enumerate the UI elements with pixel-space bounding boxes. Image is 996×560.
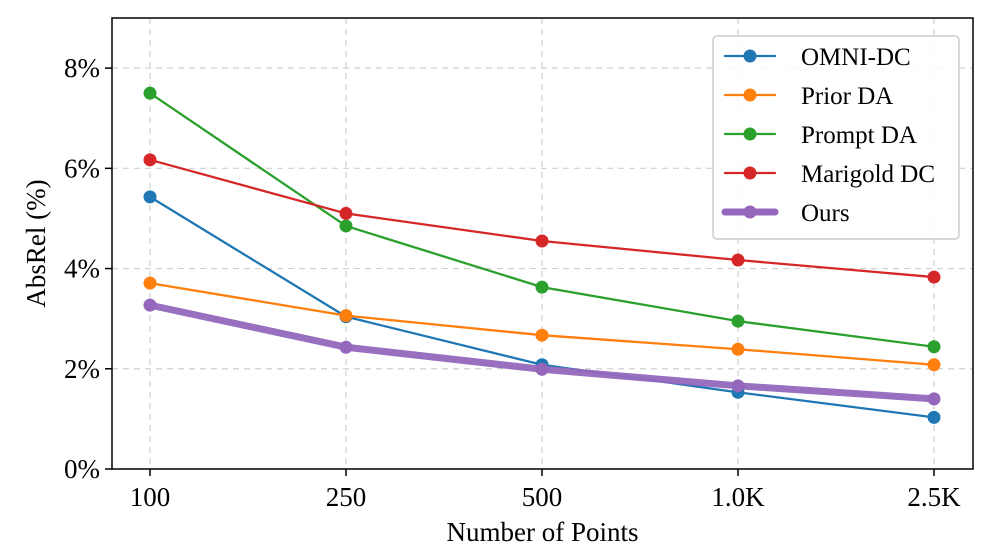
x-tick-label: 2.5K xyxy=(907,482,961,512)
data-point xyxy=(143,86,157,100)
x-tick-label: 500 xyxy=(522,482,563,512)
data-point xyxy=(339,219,353,233)
legend-box xyxy=(712,35,960,240)
series-layer xyxy=(143,86,941,424)
series-marigold-dc xyxy=(143,153,941,284)
y-tick-label: 2% xyxy=(64,354,100,384)
data-point xyxy=(927,358,941,372)
legend-item: Marigold DC xyxy=(723,161,935,188)
data-point xyxy=(339,340,353,354)
x-axis-label: Number of Points xyxy=(447,517,639,547)
legend-label: Ours xyxy=(801,200,850,227)
data-point xyxy=(143,153,157,167)
y-tick-label: 4% xyxy=(64,254,100,284)
y-axis-label: AbsRel (%) xyxy=(21,179,51,307)
x-tick-label: 250 xyxy=(326,482,367,512)
legend-swatch-marker xyxy=(743,49,757,63)
legend-label: Marigold DC xyxy=(801,161,935,188)
data-point xyxy=(927,270,941,284)
legend-item: Prompt DA xyxy=(723,122,917,149)
legend-item: Prior DA xyxy=(723,83,893,110)
data-point xyxy=(927,392,941,406)
series-ours xyxy=(143,298,941,406)
data-point xyxy=(731,342,745,356)
data-point xyxy=(535,328,549,342)
axes-layer: 100 250 500 1.0K 2.5K 0% 2% 4% 6% 8% xyxy=(64,53,961,512)
data-point xyxy=(535,280,549,294)
legend: OMNI-DC Prior DA Prompt DA Marigold DC Ours xyxy=(712,35,960,240)
series-prior-da xyxy=(143,276,941,372)
data-point xyxy=(143,190,157,204)
data-point xyxy=(731,253,745,267)
data-point xyxy=(339,309,353,323)
legend-swatch-marker xyxy=(743,88,757,102)
data-point xyxy=(535,362,549,376)
legend-item: OMNI-DC xyxy=(723,44,911,71)
data-point xyxy=(143,276,157,290)
y-tick-label: 0% xyxy=(64,454,100,484)
data-point xyxy=(143,298,157,312)
data-point xyxy=(339,206,353,220)
data-point xyxy=(927,340,941,354)
legend-item: Ours xyxy=(721,200,850,227)
x-tick-label: 100 xyxy=(130,482,171,512)
legend-label: Prompt DA xyxy=(801,122,917,149)
data-point xyxy=(731,379,745,393)
y-tick-label: 8% xyxy=(64,53,100,83)
y-tick-label: 6% xyxy=(64,153,100,183)
data-point xyxy=(927,410,941,424)
series-prompt-da xyxy=(143,86,941,354)
legend-swatch-marker xyxy=(743,166,757,180)
x-tick-label: 1.0K xyxy=(711,482,765,512)
legend-swatch-marker xyxy=(743,205,757,219)
legend-label: OMNI-DC xyxy=(801,44,911,71)
data-point xyxy=(731,314,745,328)
data-point xyxy=(535,234,549,248)
legend-label: Prior DA xyxy=(801,83,893,110)
legend-swatch-marker xyxy=(743,127,757,141)
